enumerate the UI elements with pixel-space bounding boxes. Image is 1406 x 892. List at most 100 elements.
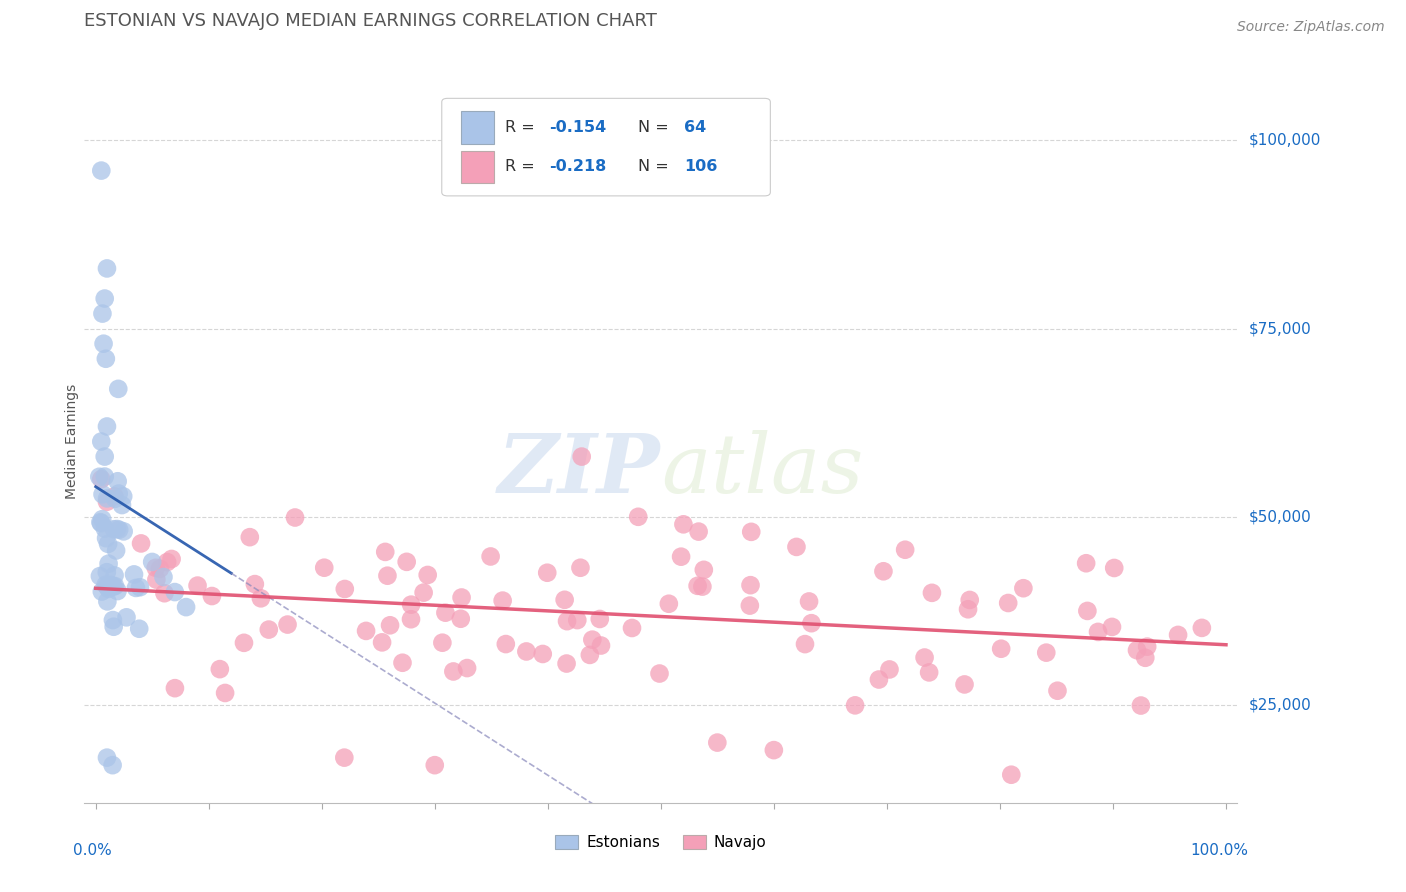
Point (108, 523, 131, 537)
Point (91, 512, 114, 526)
Point (101, 758, 124, 772)
Point (96, 750, 118, 764)
Point (959, 593, 981, 607)
Point (378, 618, 401, 632)
Point (97, 582, 120, 596)
FancyBboxPatch shape (461, 111, 494, 144)
Point (1035, 646, 1057, 660)
Point (103, 522, 125, 536)
Point (589, 639, 612, 653)
Point (314, 560, 336, 574)
Point (96, 261, 118, 276)
Point (531, 647, 554, 661)
Point (112, 489, 135, 503)
Point (554, 592, 576, 607)
Point (103, 620, 125, 634)
Point (579, 648, 602, 662)
Point (693, 563, 716, 577)
Point (581, 632, 603, 647)
Text: N =: N = (638, 160, 673, 175)
Point (456, 661, 478, 675)
Legend: Estonians, Navajo: Estonians, Navajo (550, 830, 772, 856)
FancyBboxPatch shape (441, 98, 770, 196)
Point (627, 509, 650, 524)
Point (100, 578, 122, 592)
Point (395, 555, 418, 569)
Point (1167, 628, 1189, 642)
Point (1076, 556, 1098, 570)
Point (1000, 768, 1022, 782)
Point (129, 580, 152, 594)
Point (129, 536, 152, 550)
Point (450, 612, 472, 626)
Point (800, 616, 823, 631)
Point (492, 593, 515, 607)
Point (371, 635, 394, 649)
Point (1012, 581, 1035, 595)
Point (187, 578, 209, 592)
Point (90, 163, 112, 178)
Text: 100.0%: 100.0% (1191, 843, 1249, 857)
Point (441, 665, 464, 679)
Point (1087, 624, 1109, 639)
Point (872, 564, 894, 578)
Point (94, 531, 117, 545)
Point (432, 636, 454, 650)
Point (174, 600, 197, 615)
Point (918, 665, 941, 680)
Point (103, 489, 125, 503)
Point (569, 560, 592, 574)
Point (208, 662, 231, 676)
Text: N =: N = (638, 120, 673, 135)
Point (658, 597, 681, 611)
Point (333, 750, 356, 764)
Point (97, 557, 120, 571)
Point (868, 673, 890, 687)
Text: 64: 64 (683, 120, 706, 135)
Point (555, 614, 578, 628)
Point (96, 494, 118, 508)
Point (1046, 683, 1069, 698)
Point (96, 419, 118, 434)
Point (567, 613, 589, 627)
Point (416, 568, 439, 582)
Point (740, 524, 762, 539)
Point (160, 552, 183, 566)
Point (149, 562, 172, 576)
Point (89, 469, 111, 483)
Text: $75,000: $75,000 (1249, 321, 1312, 336)
Point (201, 589, 224, 603)
Point (374, 545, 396, 559)
Point (990, 641, 1012, 656)
Point (145, 561, 167, 575)
Text: atlas: atlas (661, 431, 863, 510)
Point (797, 594, 820, 608)
Point (112, 524, 135, 539)
Text: R =: R = (505, 120, 540, 135)
Point (434, 606, 457, 620)
Point (250, 591, 273, 606)
Point (412, 585, 434, 599)
Point (479, 549, 502, 564)
Point (672, 517, 695, 532)
Point (96, 594, 118, 608)
Point (495, 637, 517, 651)
Point (377, 568, 399, 582)
Point (107, 584, 129, 599)
Point (957, 602, 980, 616)
Text: $25,000: $25,000 (1249, 698, 1312, 713)
Point (879, 663, 901, 677)
Point (90, 434, 112, 449)
Point (239, 530, 262, 544)
Point (163, 681, 186, 695)
Point (163, 585, 186, 599)
Point (555, 657, 578, 671)
Point (105, 543, 128, 558)
Point (243, 577, 266, 591)
Point (1126, 643, 1149, 657)
Point (257, 623, 280, 637)
Point (145, 573, 167, 587)
Point (1102, 561, 1125, 575)
Point (391, 656, 413, 670)
Point (107, 475, 129, 489)
